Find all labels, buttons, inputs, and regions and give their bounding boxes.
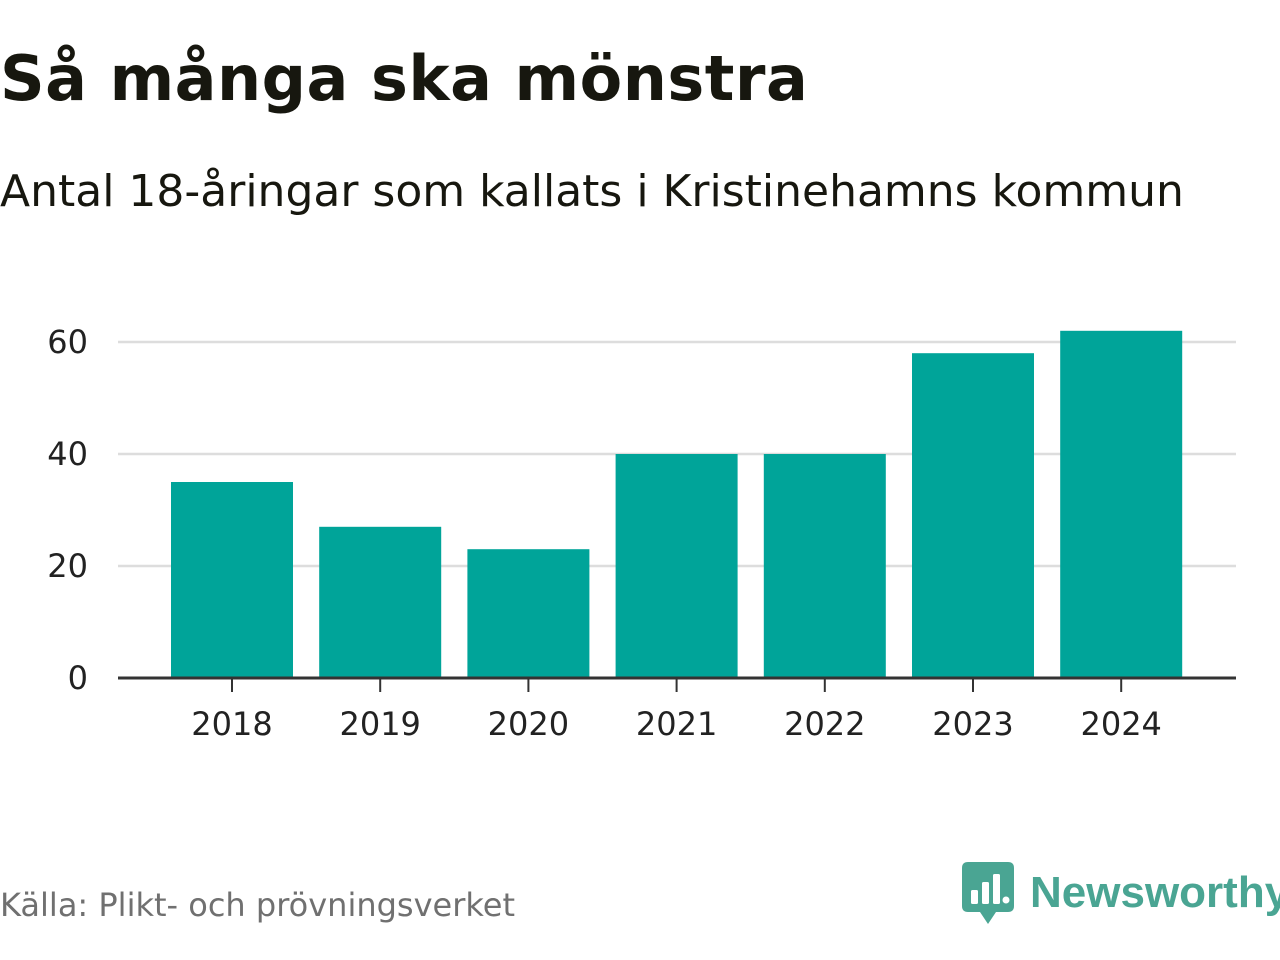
bar-2019 [319,526,442,678]
axes [118,676,1236,692]
x-tick-label-2023: 2023 [932,705,1013,743]
source-note: Källa: Plikt- och prövningsverket [0,886,515,924]
bar-2021 [615,454,738,678]
x-tick-label-2022: 2022 [784,705,865,743]
bar-2023 [912,353,1034,678]
bar-chart-speech-bubble-icon [962,862,1014,924]
brand-name: Newsworthy [1030,868,1280,917]
y-tick-label-0: 0 [68,659,88,697]
x-tick-label-2018: 2018 [191,705,272,743]
x-tick-label-2019: 2019 [339,705,420,743]
y-tick-label-40: 40 [47,435,88,473]
y-tick-label-20: 20 [47,547,88,585]
tick-labels: 0 20 40 60 2018 2019 2020 2021 2022 2023 2024 [47,323,1162,743]
bars [171,330,1183,678]
x-tick-label-2020: 2020 [488,705,569,743]
y-tick-label-60: 60 [47,323,88,361]
bar-2020 [467,549,590,678]
x-tick-label-2024: 2024 [1080,705,1161,743]
newsworthy-logo: Newsworthy [962,862,1280,924]
x-tick-label-2021: 2021 [636,705,717,743]
bar-2018 [171,482,293,678]
chart-title: Så många ska mönstra [0,42,809,115]
bar-2022 [763,454,886,678]
bar-2024 [1060,330,1183,678]
chart-subtitle: Antal 18-åringar som kallats i Kristineh… [0,166,1184,217]
bar-chart: 0 20 40 60 2018 2019 2020 2021 2022 2023 2024 [47,323,1236,743]
